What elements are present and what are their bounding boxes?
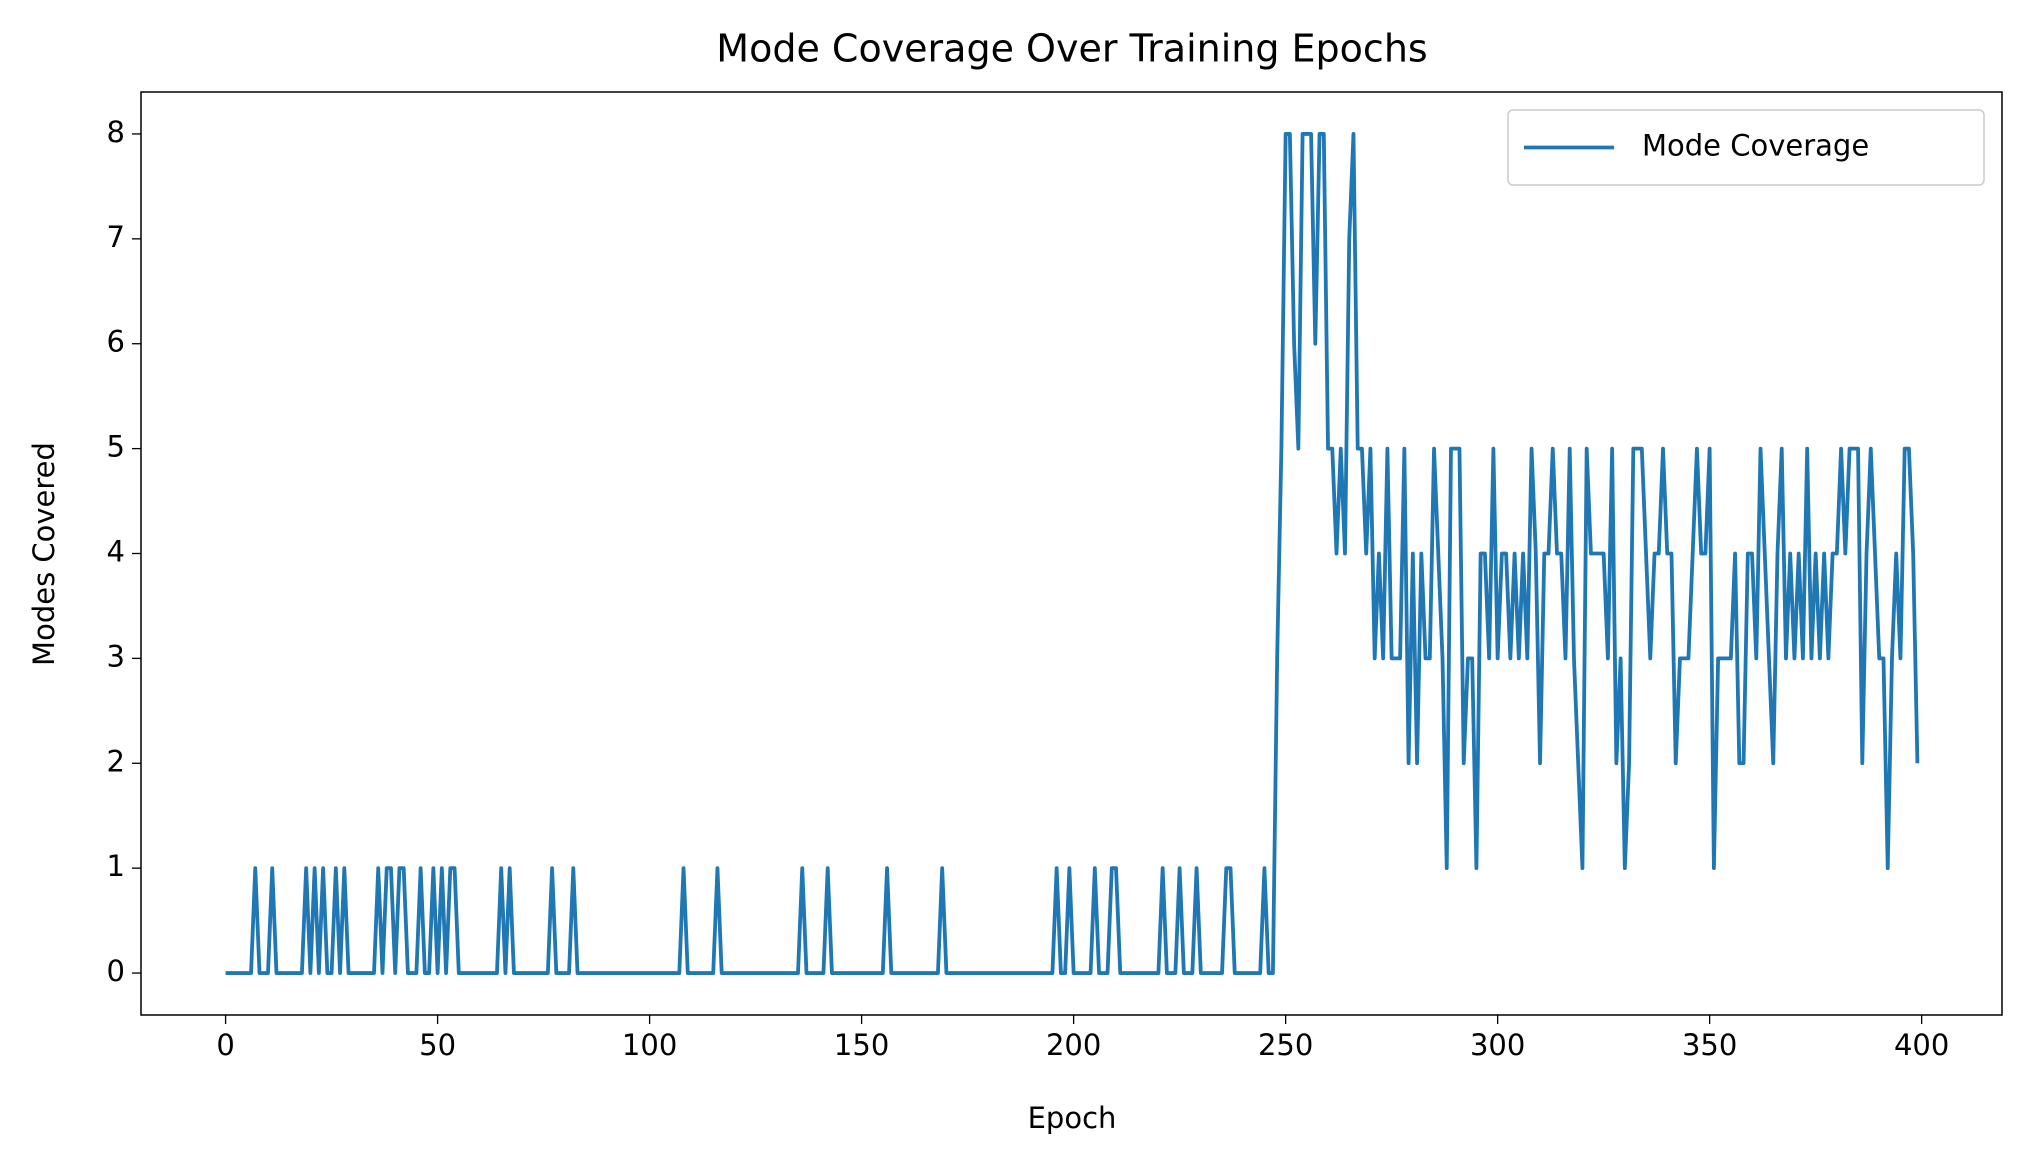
y-tick-label: 3 <box>107 639 125 673</box>
y-tick-label: 0 <box>107 954 125 988</box>
y-tick-label: 1 <box>107 849 125 883</box>
plot-frame <box>140 91 2003 1016</box>
y-tick-label: 4 <box>107 535 125 569</box>
x-tick-label: 150 <box>834 1028 889 1062</box>
x-tick-label: 50 <box>419 1028 456 1062</box>
x-axis-label: Epoch <box>1028 1101 1117 1135</box>
x-tick-label: 350 <box>1682 1028 1737 1062</box>
x-tick-label: 100 <box>622 1028 677 1062</box>
x-tick-label: 400 <box>1894 1028 1949 1062</box>
legend-box <box>1507 109 1985 186</box>
y-tick-label: 2 <box>107 744 125 778</box>
legend-label: Mode Coverage <box>1642 129 1869 163</box>
y-tick-label: 7 <box>107 220 125 254</box>
y-tick-label: 6 <box>107 325 125 359</box>
x-tick-label: 300 <box>1470 1028 1525 1062</box>
y-axis-label: Modes Covered <box>27 442 61 666</box>
x-tick-label: 200 <box>1046 1028 1101 1062</box>
x-tick-label: 250 <box>1258 1028 1313 1062</box>
chart-title: Mode Coverage Over Training Epochs <box>716 27 1427 71</box>
x-tick-label: 0 <box>216 1028 234 1062</box>
y-tick-label: 8 <box>107 115 125 149</box>
y-tick-label: 5 <box>107 430 125 464</box>
data-line <box>225 132 1920 975</box>
